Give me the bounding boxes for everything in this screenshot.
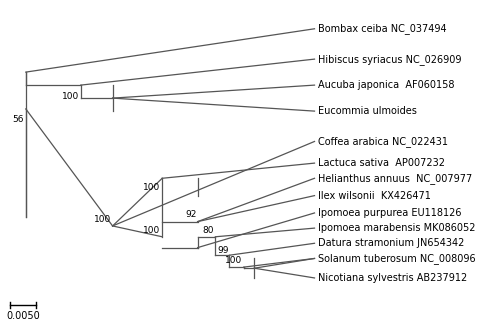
Text: 100: 100 [62, 92, 79, 101]
Text: Datura stramonium JN654342: Datura stramonium JN654342 [318, 238, 464, 248]
Text: 100: 100 [143, 183, 160, 191]
Text: Helianthus annuus  NC_007977: Helianthus annuus NC_007977 [318, 173, 472, 184]
Text: 100: 100 [94, 215, 111, 224]
Text: Aucuba japonica  AF060158: Aucuba japonica AF060158 [318, 80, 454, 90]
Text: Ipomoea purpurea EU118126: Ipomoea purpurea EU118126 [318, 208, 462, 218]
Text: 99: 99 [217, 246, 228, 255]
Text: 56: 56 [12, 115, 24, 124]
Text: 0.0050: 0.0050 [6, 311, 40, 321]
Text: Eucommia ulmoides: Eucommia ulmoides [318, 106, 417, 116]
Text: Bombax ceiba NC_037494: Bombax ceiba NC_037494 [318, 23, 446, 34]
Text: Ipomoea marabensis MK086052: Ipomoea marabensis MK086052 [318, 223, 476, 233]
Text: 80: 80 [203, 226, 214, 235]
Text: Nicotiana sylvestris AB237912: Nicotiana sylvestris AB237912 [318, 273, 468, 283]
Text: 92: 92 [185, 211, 196, 219]
Text: Hibiscus syriacus NC_026909: Hibiscus syriacus NC_026909 [318, 54, 462, 64]
Text: Ilex wilsonii  KX426471: Ilex wilsonii KX426471 [318, 191, 431, 201]
Text: Lactuca sativa  AP007232: Lactuca sativa AP007232 [318, 158, 445, 168]
Text: Solanum tuberosum NC_008096: Solanum tuberosum NC_008096 [318, 253, 476, 264]
Text: 100: 100 [226, 256, 242, 265]
Text: 100: 100 [143, 226, 160, 235]
Text: Coffea arabica NC_022431: Coffea arabica NC_022431 [318, 136, 448, 147]
